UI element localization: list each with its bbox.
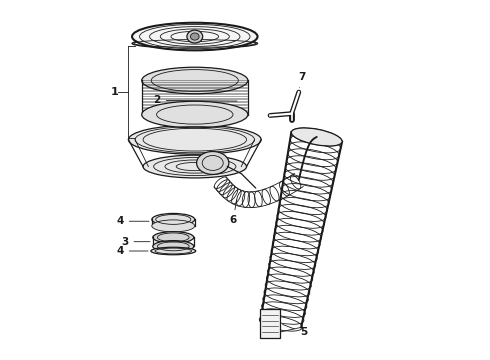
Ellipse shape bbox=[132, 23, 258, 50]
Text: 3: 3 bbox=[121, 237, 150, 247]
Ellipse shape bbox=[153, 240, 194, 252]
Ellipse shape bbox=[153, 231, 194, 243]
Text: 6: 6 bbox=[230, 200, 237, 225]
Ellipse shape bbox=[196, 152, 229, 175]
Ellipse shape bbox=[132, 39, 258, 48]
Ellipse shape bbox=[142, 67, 248, 94]
Bar bbox=[260, 309, 280, 338]
Text: 1: 1 bbox=[110, 87, 118, 97]
Text: 7: 7 bbox=[298, 72, 305, 87]
Ellipse shape bbox=[191, 33, 199, 40]
Text: 4: 4 bbox=[117, 216, 149, 226]
Ellipse shape bbox=[292, 128, 342, 146]
Ellipse shape bbox=[151, 247, 196, 255]
Ellipse shape bbox=[187, 30, 203, 43]
Text: 4: 4 bbox=[117, 246, 148, 256]
Ellipse shape bbox=[143, 155, 246, 178]
Ellipse shape bbox=[152, 220, 195, 232]
Text: 2: 2 bbox=[153, 95, 237, 105]
Text: 5: 5 bbox=[283, 324, 307, 337]
Ellipse shape bbox=[152, 213, 195, 225]
Ellipse shape bbox=[142, 101, 248, 128]
Ellipse shape bbox=[128, 125, 261, 154]
